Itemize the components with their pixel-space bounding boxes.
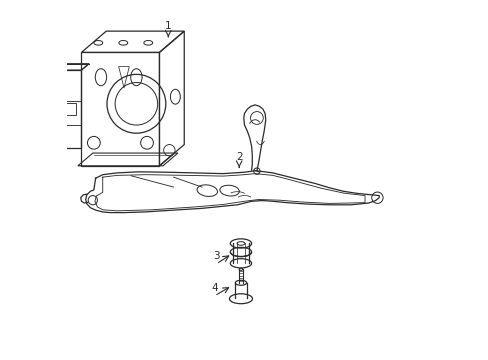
Text: 3: 3 xyxy=(212,251,219,261)
Text: 4: 4 xyxy=(211,283,217,293)
Text: 1: 1 xyxy=(164,21,171,31)
Text: 2: 2 xyxy=(235,152,242,162)
